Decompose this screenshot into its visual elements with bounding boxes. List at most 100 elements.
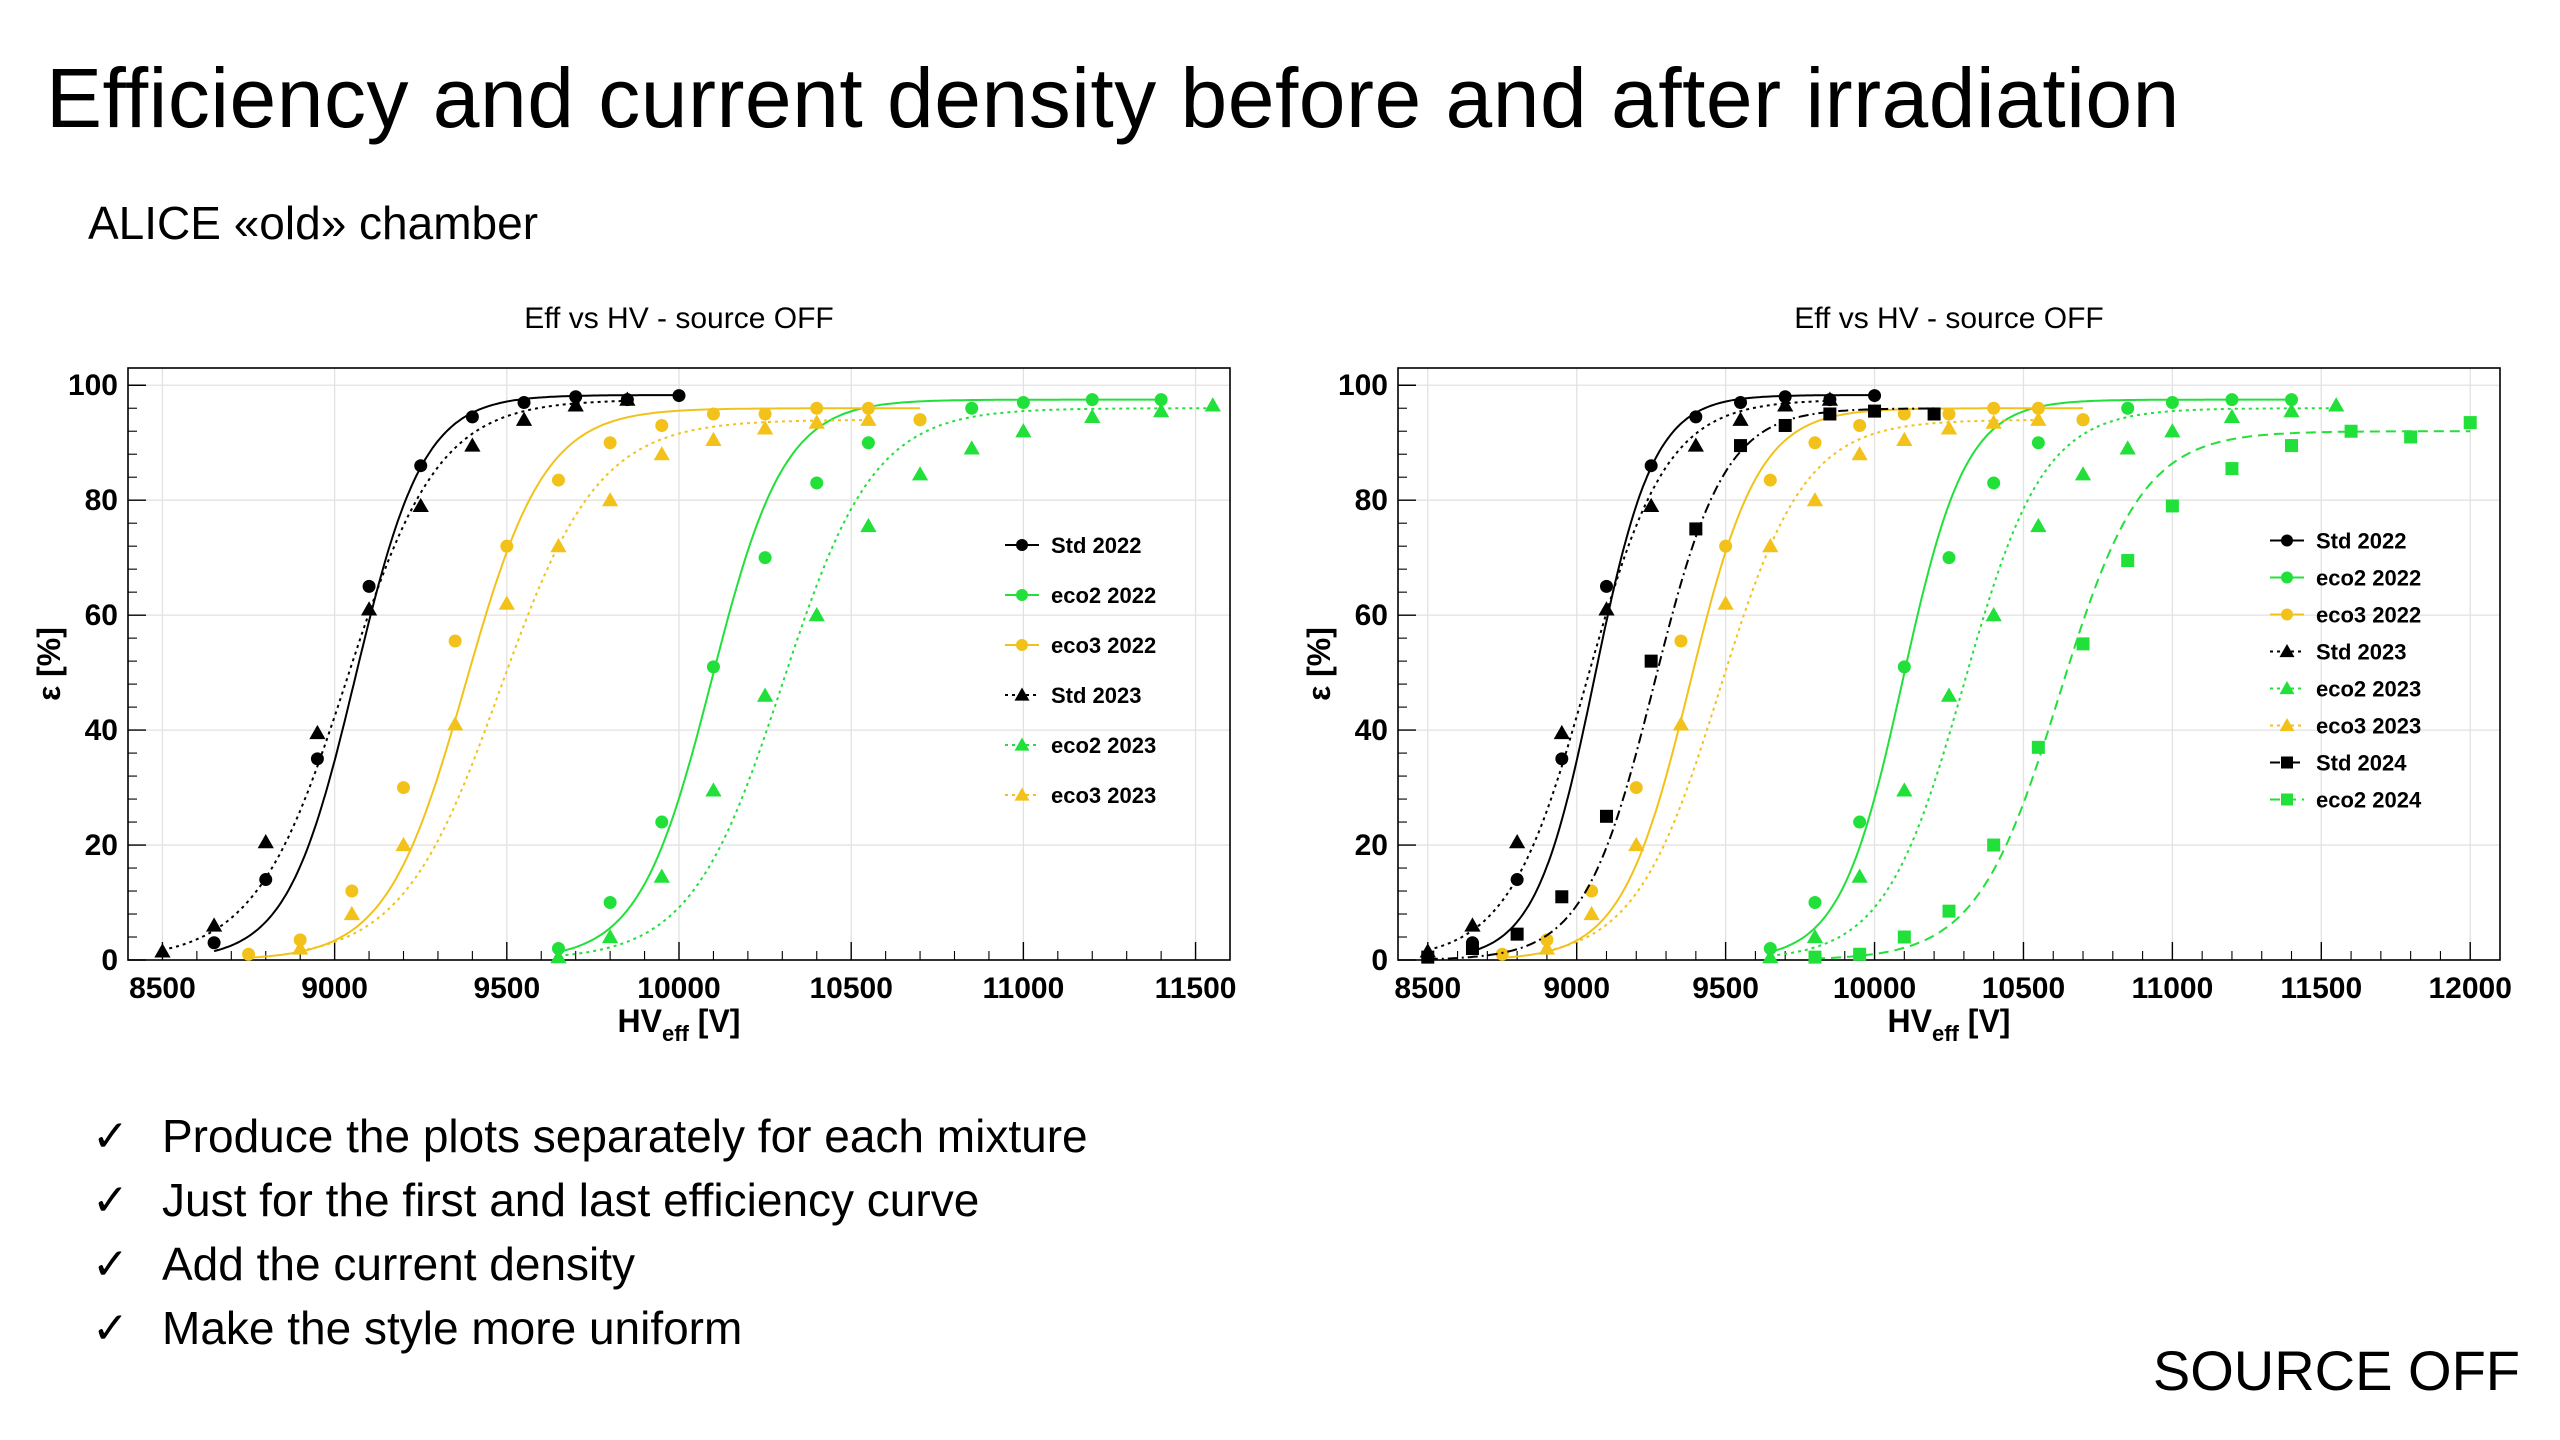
data-point (1823, 407, 1837, 421)
data-point (242, 947, 256, 961)
data-point (2119, 440, 2136, 455)
data-point (1732, 411, 1749, 426)
data-point (1644, 459, 1658, 473)
legend-label: eco2 2022 (2316, 566, 2421, 591)
data-point (1538, 940, 1556, 955)
y-tick-label: 60 (85, 599, 118, 632)
data-point (655, 815, 669, 829)
fit-curve (1502, 407, 2083, 959)
data-point (1464, 917, 1481, 932)
data-point (1940, 687, 1958, 702)
data-point (1868, 389, 1882, 403)
data-point (1821, 391, 1838, 406)
data-point (1016, 395, 1030, 409)
x-axis-label-subscript: eff (662, 1021, 690, 1046)
fit-curve (1427, 399, 1830, 951)
data-point (2165, 395, 2179, 409)
data-point (758, 407, 772, 421)
data-point (1421, 950, 1435, 964)
data-point (808, 607, 825, 622)
data-point (653, 868, 670, 883)
x-tick-label: 11000 (2131, 972, 2213, 1005)
legend-marker (2281, 608, 2293, 621)
data-point (861, 436, 875, 450)
y-tick-label: 20 (1355, 829, 1388, 862)
data-point (447, 716, 464, 731)
data-point (569, 390, 583, 404)
series-eco2-2023 (550, 397, 1221, 964)
data-point (1762, 949, 1779, 964)
legend-label: eco3 2023 (1051, 783, 1156, 808)
data-point (1851, 868, 1868, 883)
data-point (362, 579, 376, 593)
data-point (861, 401, 875, 415)
data-point (1689, 410, 1703, 424)
chart-title: Eff vs HV - source OFF (1794, 302, 2104, 335)
legend-label: eco2 2023 (1051, 733, 1156, 758)
data-point (1689, 522, 1703, 536)
legend-label: Std 2022 (2316, 529, 2407, 554)
data-point (1985, 607, 2002, 622)
fit-curve (1770, 398, 2292, 953)
data-point (1599, 579, 1613, 593)
data-point (2121, 554, 2135, 568)
data-point (1808, 950, 1822, 964)
data-point (257, 834, 274, 849)
efficiency-chart-right: 8500 9000 9500 10000 10500 11000 11500 12000 0 20… (1300, 280, 2540, 1060)
data-point (2030, 411, 2047, 426)
legend-marker (2281, 571, 2293, 584)
data-point (1719, 539, 1733, 553)
data-point (309, 724, 326, 740)
legend-marker (2279, 718, 2295, 732)
bullet-text: Add the current density (162, 1238, 636, 1290)
data-point (2328, 397, 2345, 412)
bullet-text: Produce the plots separately for each mi… (162, 1110, 1088, 1162)
fit-curve (1770, 407, 2337, 957)
data-point (2463, 416, 2477, 430)
data-point (1942, 551, 1956, 565)
data-point (395, 836, 412, 852)
bullet-list: ✓ Produce the plots separately for each m… (92, 1104, 1088, 1360)
data-point (500, 539, 514, 553)
fit-curve (1472, 394, 1875, 953)
data-point (2285, 439, 2299, 453)
data-point (1495, 947, 1509, 961)
data-point (1599, 809, 1613, 823)
data-point (1204, 397, 1221, 412)
data-point (1509, 834, 1526, 849)
bullet-item: ✓ Make the style more uniform (92, 1296, 1088, 1360)
data-point (1717, 595, 1734, 610)
bullet-item: ✓ Produce the plots separately for each m… (92, 1104, 1088, 1168)
fit-curve (162, 399, 628, 951)
checkmark-icon: ✓ (92, 1238, 129, 1290)
bullet-item: ✓ Just for the first and last efficiency … (92, 1168, 1088, 1232)
source-off-label: SOURCE OFF (2152, 1339, 2520, 1402)
x-axis-label-unit: [V] (1959, 1003, 2011, 1039)
data-point (1896, 782, 1913, 797)
data-point (1629, 781, 1643, 795)
data-point (810, 476, 824, 490)
data-point (2031, 740, 2045, 754)
data-point (756, 420, 774, 435)
data-point (1853, 815, 1867, 829)
data-point (2121, 401, 2135, 415)
data-point (1778, 390, 1792, 404)
series-eco2-2023 (1762, 397, 2345, 964)
y-tick-label: 100 (68, 369, 118, 402)
x-axis-label: HVeff [V] (1888, 1003, 2011, 1046)
fit-curve (1814, 430, 2471, 960)
data-point (1897, 660, 1911, 674)
y-tick-label: 60 (1355, 599, 1388, 632)
x-tick-label: 8500 (1394, 972, 1461, 1005)
legend-marker (1014, 687, 1030, 701)
data-point (602, 492, 619, 507)
data-point (292, 940, 309, 955)
data-point (2225, 462, 2239, 476)
legend-marker (2279, 644, 2295, 658)
data-point (655, 418, 669, 432)
data-point (2031, 436, 2045, 450)
data-point (1687, 437, 1704, 452)
x-tick-label: 9000 (301, 972, 368, 1005)
data-point (1674, 634, 1688, 648)
data-point (1940, 420, 1958, 435)
